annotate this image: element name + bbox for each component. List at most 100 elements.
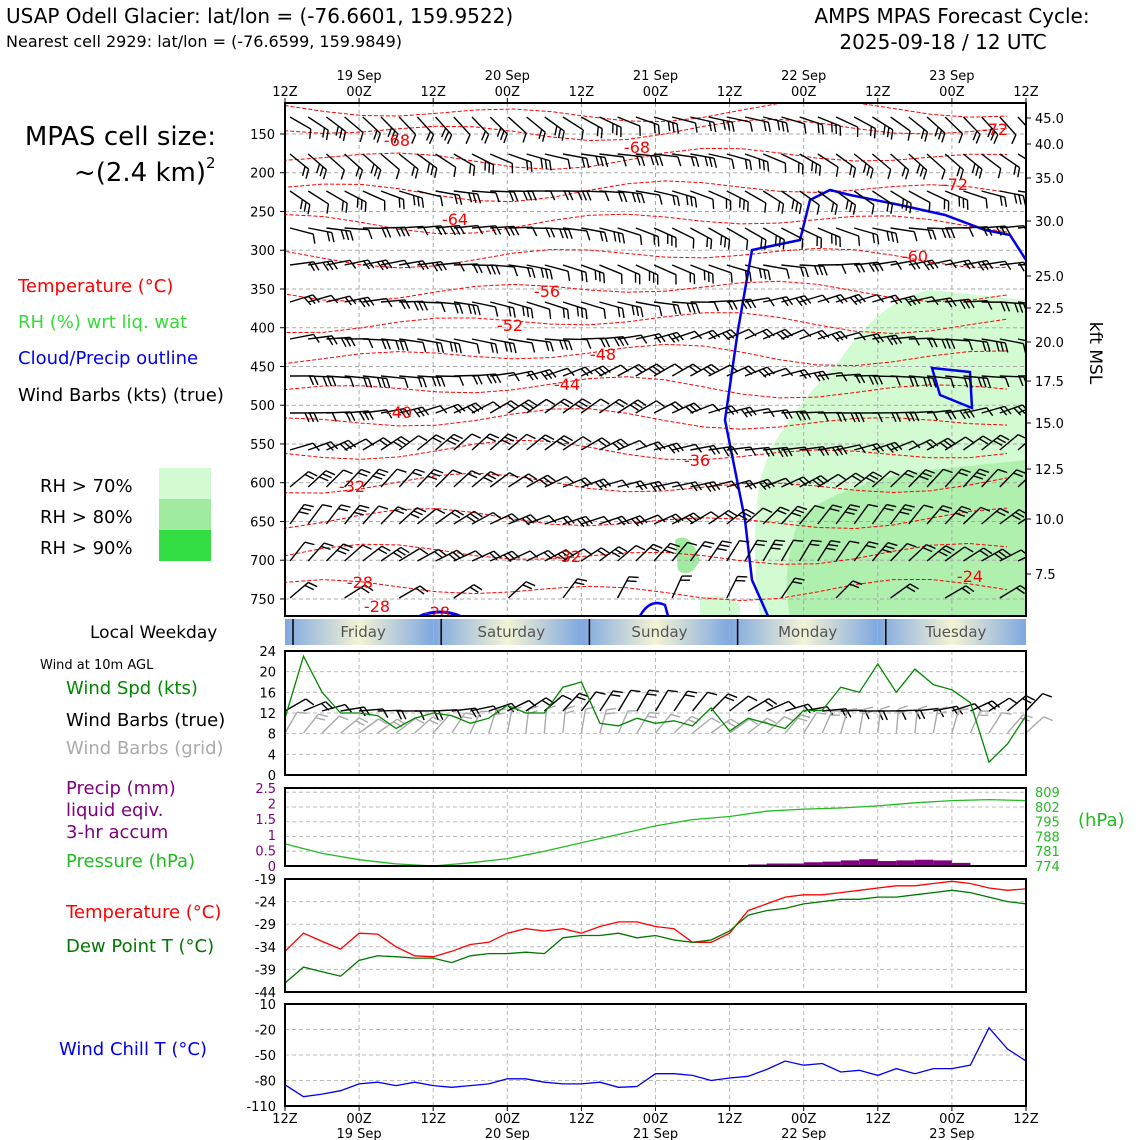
upper-wind-barb (853, 190, 875, 215)
barb-feather (658, 306, 663, 317)
barb-feather (597, 549, 607, 557)
barb-feather (829, 507, 840, 512)
barb-feather (412, 471, 422, 477)
panel-y-tick-label: -34 (255, 941, 276, 956)
temperature-contour (285, 180, 1008, 203)
upper-wind-barb (471, 190, 500, 203)
upper-wind-barb (307, 470, 336, 488)
barb-feather (604, 157, 609, 168)
barb-feather (648, 271, 651, 281)
barb-staff (963, 407, 987, 414)
wind-chill-panel: 10-20-50-80-110 (246, 998, 1027, 1115)
upper-wind-barb (471, 116, 490, 144)
upper-wind-barb (562, 116, 584, 140)
barb-feather (777, 201, 781, 212)
upper-wind-barb (726, 153, 753, 171)
barb-feather (866, 165, 871, 176)
barb-feather (997, 168, 1002, 179)
barb-feather (614, 548, 624, 555)
barb-feather (895, 376, 901, 386)
upper-wind-barb (398, 435, 428, 451)
barb-feather (772, 543, 783, 546)
barb-feather (340, 337, 347, 348)
barb-feather (301, 166, 306, 176)
barb-feather (811, 539, 822, 543)
barb-feather (347, 439, 357, 448)
upper-wind-barb (599, 438, 629, 451)
barb-staff (599, 364, 622, 377)
barb-feather (325, 470, 336, 476)
barb-feather (950, 228, 956, 239)
barb-feather (675, 274, 677, 285)
barb-staff (766, 716, 785, 734)
panel-y-tick-label: -19 (255, 873, 276, 888)
barb-feather (1036, 551, 1043, 561)
barb-feather (890, 470, 900, 476)
barb-feather (927, 229, 933, 240)
barb-feather (304, 412, 310, 423)
wind-speed-legend: Wind Spd (kts) (66, 678, 198, 699)
upper-wind-barb (399, 338, 427, 353)
barb-staff (673, 690, 689, 712)
hpa-unit-label: (hPa) (1078, 810, 1125, 831)
barb-feather (522, 306, 525, 317)
barb-feather (868, 503, 879, 508)
barb-staff (303, 701, 326, 712)
barb-staff (617, 227, 641, 236)
upper-wind-barb (890, 583, 919, 599)
upper-wind-barb (726, 575, 748, 599)
barb-feather (626, 580, 637, 583)
cloud-outline-small (930, 366, 974, 410)
upper-wind-barb (981, 338, 1009, 353)
upper-wind-barb (635, 190, 663, 205)
barb-feather (1004, 301, 1011, 312)
barb-staff (289, 116, 312, 130)
barb-feather (1018, 194, 1022, 205)
upper-wind-barb (362, 468, 389, 488)
barb-feather (731, 159, 735, 170)
barb-feather (1022, 714, 1033, 719)
upper-wind-barb (690, 481, 721, 493)
barb-feather (386, 378, 391, 389)
barb-feather (617, 232, 621, 243)
barb-feather (886, 231, 890, 242)
barb-feather (961, 505, 972, 511)
barb-feather (890, 129, 894, 140)
barb-feather (719, 544, 730, 548)
legend-cloud: Cloud/Precip outline (18, 348, 198, 369)
barb-feather (567, 271, 571, 282)
upper-wind-barb (562, 398, 592, 414)
barb-staff (362, 190, 386, 202)
barb-feather (435, 434, 446, 441)
grid-wind-barb (562, 705, 575, 734)
barb-feather (950, 378, 955, 389)
barb-feather (597, 439, 607, 447)
upper-wind-barb (417, 338, 445, 353)
upper-wind-barb (453, 116, 471, 145)
upper-wind-barb (962, 153, 983, 179)
upper-wind-barb (526, 264, 553, 280)
upper-wind-barb (471, 433, 500, 451)
barb-feather (923, 377, 928, 387)
barb-feather (857, 235, 861, 246)
barb-feather (692, 238, 695, 249)
upper-wind-barb (544, 227, 573, 240)
precip-bar (822, 861, 841, 866)
upper-wind-barb (926, 227, 956, 239)
pressure-tick-label: 600 (250, 477, 275, 492)
upper-wind-barb (726, 190, 749, 212)
barb-feather (305, 168, 310, 179)
barb-feather (1042, 692, 1053, 698)
barb-staff (999, 224, 1024, 229)
upper-wind-barb (508, 301, 534, 319)
barb-staff (890, 227, 915, 233)
barb-feather (483, 476, 493, 483)
top-time-tick-label: 00Z (643, 85, 669, 100)
barb-staff (951, 709, 960, 734)
true-wind-barb (414, 710, 444, 721)
panel-frame (284, 878, 1027, 993)
barb-feather (413, 408, 421, 418)
barb-feather (326, 261, 334, 271)
upper-wind-barb (926, 116, 946, 143)
barb-feather (638, 363, 647, 372)
